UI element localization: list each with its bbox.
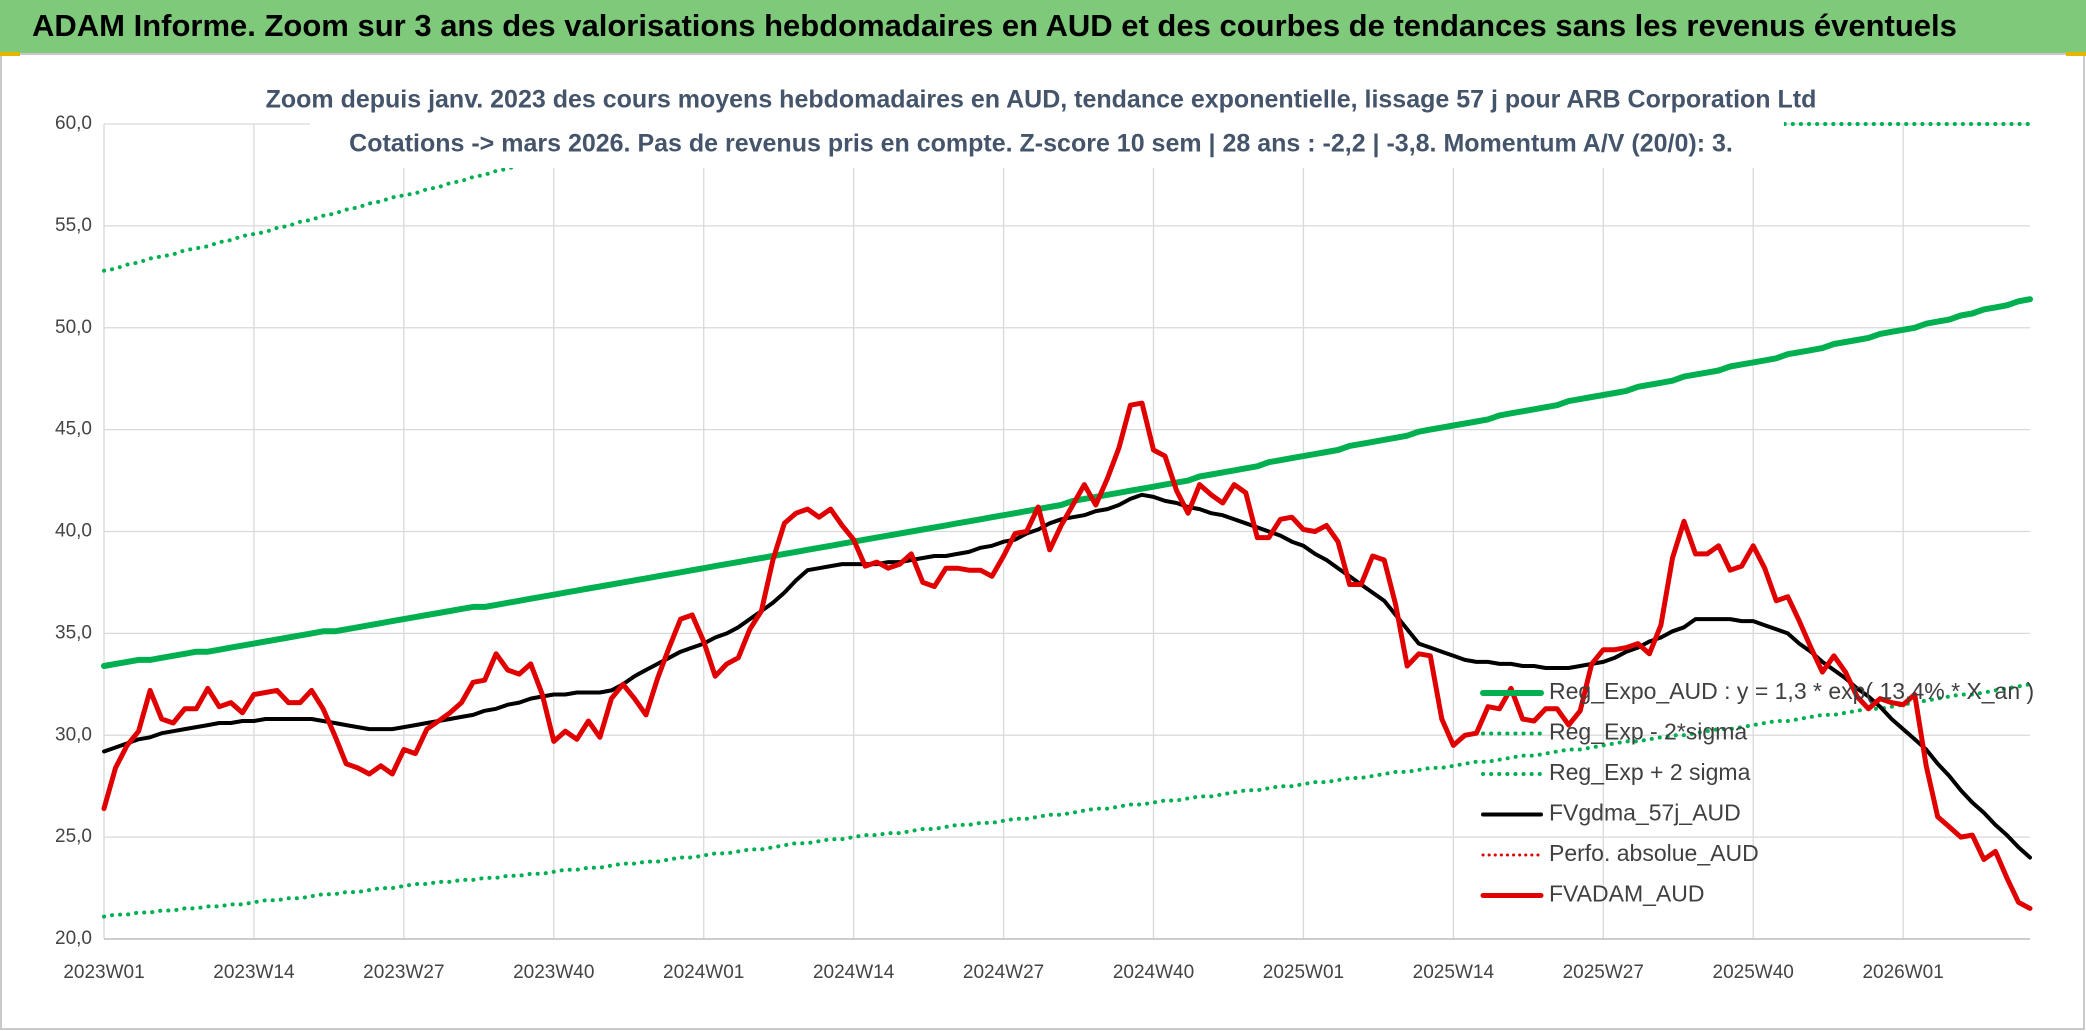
x-tick-label: 2024W40 (1113, 962, 1194, 983)
series-line (102, 492, 2032, 860)
y-tick-label: 55,0 (55, 215, 92, 236)
x-tick-label: 2025W40 (1713, 962, 1794, 983)
series-line (102, 682, 2032, 919)
y-tick-label: 60,0 (55, 113, 92, 134)
y-tick-label: 35,0 (55, 622, 92, 643)
x-tick-label: 2024W14 (813, 962, 895, 983)
legend-label: Reg_Exp - 2*sigma (1549, 719, 1747, 745)
x-tick-label: 2025W01 (1263, 962, 1344, 983)
y-tick-label: 25,0 (55, 826, 92, 847)
series-line (101, 296, 2033, 669)
series-line (102, 122, 2032, 273)
legend-label: Reg_Expo_AUD : y = 1,3 * exp( 13,4% * X_… (1549, 678, 2034, 704)
y-tick-label: 50,0 (55, 317, 92, 338)
x-tick-label: 2024W27 (963, 962, 1044, 983)
chart-title: ADAM Informe. Zoom sur 3 ans des valoris… (32, 8, 1957, 43)
subtitle: Zoom depuis janv. 2023 des cours moyens … (266, 86, 1817, 114)
x-tick-label: 2024W01 (663, 962, 744, 983)
legend: Reg_Expo_AUD : y = 1,3 * exp( 13,4% * X_… (1480, 678, 2034, 907)
legend-label: Perfo. absolue_AUD (1549, 840, 1759, 866)
x-tick-label: 2025W27 (1563, 962, 1644, 983)
y-tick-label: 30,0 (55, 724, 92, 745)
subtitle: Cotations -> mars 2026. Pas de revenus p… (349, 130, 1733, 158)
y-tick-label: 45,0 (55, 419, 92, 440)
chart-frame (0, 53, 2085, 1030)
legend-label: FVADAM_AUD (1549, 881, 1705, 907)
legend-label: FVgdma_57j_AUD (1549, 800, 1741, 826)
y-tick-label: 40,0 (55, 521, 92, 542)
plot-area: 20,0 25,0 30,0 35,0 40,0 45,0 50,0 55,0 60,0 2023… (55, 113, 2033, 983)
subtitle-box (310, 80, 1784, 168)
series-line (101, 400, 2033, 911)
x-tick-label: 2023W40 (513, 962, 594, 983)
y-tick-label: 20,0 (55, 928, 92, 949)
x-tick-label: 2023W27 (363, 962, 444, 983)
x-tick-label: 2026W01 (1862, 962, 1943, 983)
x-tick-label: 2025W14 (1413, 962, 1495, 983)
x-tick-label: 2023W01 (63, 962, 144, 983)
header-bar (0, 0, 2086, 54)
x-tick-label: 2023W14 (213, 962, 295, 983)
legend-label: Reg_Exp + 2 sigma (1549, 759, 1751, 785)
